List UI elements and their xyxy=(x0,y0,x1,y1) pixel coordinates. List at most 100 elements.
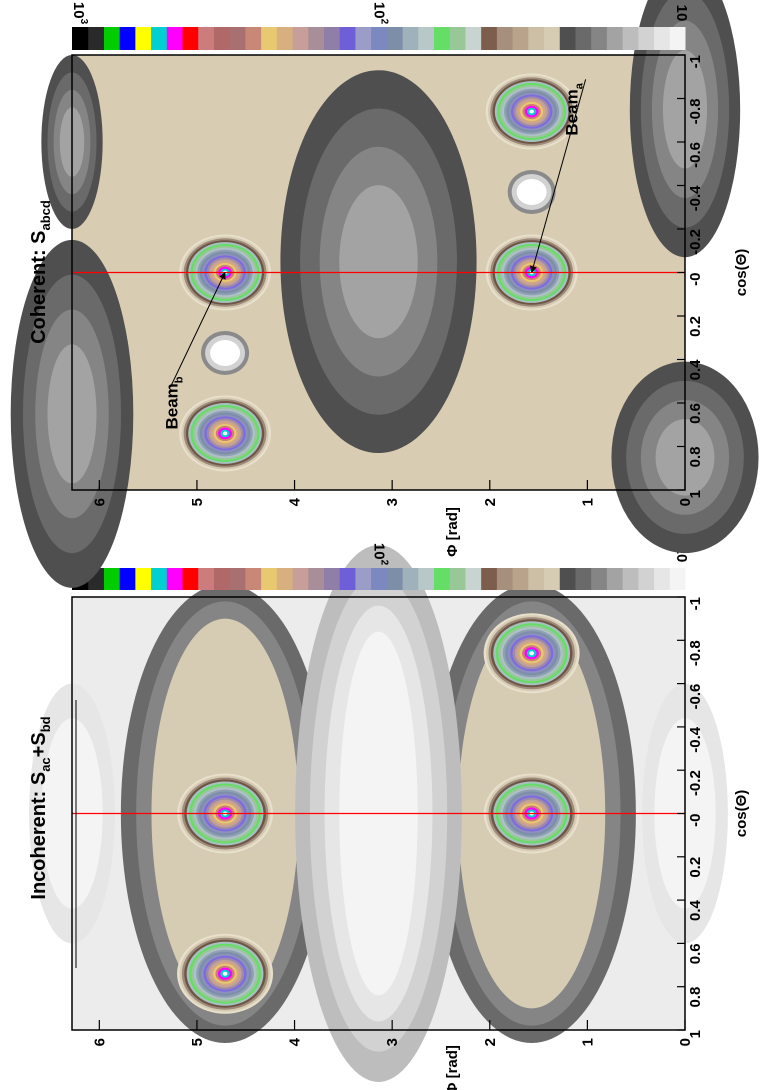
x-axis-label-group: cos(Θ) xyxy=(733,249,750,297)
colorbar-segment xyxy=(386,27,403,50)
x-tick: 0.4 xyxy=(687,359,704,381)
colorbar-tick: 10 xyxy=(673,5,690,22)
y-tick-label: 0 xyxy=(677,1038,694,1046)
colorbar-segment xyxy=(559,568,576,590)
colorbar-segment xyxy=(229,568,246,590)
colorbar-segment xyxy=(354,27,372,50)
colorbar-segment xyxy=(527,27,545,50)
y-tick: 5 xyxy=(189,1038,206,1046)
annotation-arrow xyxy=(529,79,587,274)
colorbar-segment xyxy=(417,568,435,590)
colorbar-segment xyxy=(134,27,152,50)
y-tick-label: 5 xyxy=(189,1038,206,1046)
y-tick: 2 xyxy=(482,498,499,506)
colorbar-segment xyxy=(339,568,356,590)
y-tick-label: 1 xyxy=(579,1038,596,1046)
colorbar-tick: 102 xyxy=(371,2,390,25)
colorbar-ticks: 10 102 103 xyxy=(70,2,690,25)
x-tick-label: -0.2 xyxy=(687,229,704,255)
colorbar-segment xyxy=(292,27,309,50)
colorbar-segment xyxy=(307,568,324,590)
colorbar-tick-label: 103 xyxy=(70,2,89,25)
colorbar-segment xyxy=(150,568,167,590)
x-tick: -0.8 xyxy=(687,99,704,125)
y-tick-label: 4 xyxy=(287,1037,304,1046)
colorbar-segment xyxy=(244,27,262,50)
minimum-blob xyxy=(516,179,547,206)
colorbar-tick-label: 10 xyxy=(673,5,690,22)
colorbar-segment xyxy=(260,27,277,50)
title-subscript-2: bd xyxy=(38,716,53,732)
x-tick: 0.2 xyxy=(687,316,704,337)
annotation-label: Beama xyxy=(563,82,586,135)
colorbar-segment xyxy=(354,568,372,590)
colorbar-segment xyxy=(323,568,340,590)
colorbar-segment xyxy=(433,568,450,590)
annotation-text: Beamb xyxy=(162,376,185,429)
x-tick-label: 0.6 xyxy=(687,403,704,424)
coherent-panel: -1-0.8-0.6-0.4-0.2-00.20.40.60.81 012345… xyxy=(10,0,759,588)
x-tick-label: -0.4 xyxy=(687,185,704,212)
annotation-arrow xyxy=(170,271,226,386)
x-tick-label: -0.6 xyxy=(687,684,704,710)
colorbar-segment xyxy=(103,27,120,50)
y-tick: 4 xyxy=(287,1037,304,1046)
x-tick: -0.2 xyxy=(687,229,704,255)
colorbar-segment xyxy=(260,568,277,590)
colorbar-segment xyxy=(213,27,230,50)
x-tick: -0.8 xyxy=(687,640,704,666)
x-tick: -0 xyxy=(687,814,704,827)
y-tick-label: 6 xyxy=(91,1038,108,1046)
y-axis-ticks: 0 1 2 3 4 5 6 xyxy=(91,480,694,506)
colorbar-segment xyxy=(464,568,482,590)
annotation-subscript: b xyxy=(173,376,185,383)
title-subscript-1: abcd xyxy=(38,200,53,230)
y-axis-label-group: Φ [rad] xyxy=(444,507,461,557)
x-tick-label: 0.4 xyxy=(687,359,704,381)
y-tick-label: 5 xyxy=(189,498,206,506)
colorbar xyxy=(72,27,686,50)
x-tick-label: 0.4 xyxy=(687,899,704,921)
colorbar-segment xyxy=(166,568,183,590)
colorbar-segment xyxy=(276,27,293,50)
colorbar-segment xyxy=(527,568,545,590)
x-tick-label: -0.8 xyxy=(687,99,704,125)
panel-title: Incoherent: Sac+Sbd xyxy=(28,716,53,899)
heatmap-contours xyxy=(10,0,759,588)
colorbar-tick-label: 102 xyxy=(371,2,390,25)
y-tick: 3 xyxy=(384,498,401,506)
y-tick: 3 xyxy=(384,1038,401,1046)
colorbar-segment xyxy=(150,27,167,50)
x-tick-label: -1 xyxy=(687,597,704,610)
colorbar-segment xyxy=(323,27,340,50)
panel-title-group: Coherent: Sabcd xyxy=(28,200,53,344)
x-tick: -0.2 xyxy=(687,770,704,796)
x-tick-label: -1 xyxy=(687,55,704,68)
x-tick: 0.8 xyxy=(687,987,704,1008)
colorbar-segment xyxy=(197,568,214,590)
colorbar-segment xyxy=(213,568,230,590)
x-tick-label: -0.8 xyxy=(687,640,704,666)
x-tick: -0 xyxy=(687,273,704,286)
x-tick: 0.6 xyxy=(687,403,704,424)
x-tick: 1 xyxy=(687,1030,704,1038)
colorbar-tick-exponent: 2 xyxy=(379,560,390,566)
colorbar-segment xyxy=(622,27,639,50)
annotation-label: Beamb xyxy=(162,376,185,429)
title-plus: +S xyxy=(28,732,50,757)
heatmap-contours xyxy=(29,545,728,1082)
colorbar-segment xyxy=(433,27,450,50)
colorbar-segment xyxy=(276,568,293,590)
y-axis-label-group: Φ [rad] xyxy=(444,1045,461,1090)
colorbar-segment xyxy=(512,27,529,50)
y-tick: 0 xyxy=(677,498,694,506)
colorbar-segment xyxy=(464,27,482,50)
colorbar-segment xyxy=(417,27,435,50)
colorbar-segment xyxy=(512,568,529,590)
x-tick: -0.6 xyxy=(687,142,704,168)
minimum-blob xyxy=(210,339,241,366)
colorbar-tick-exponent: 2 xyxy=(379,19,390,25)
x-tick-label: -0 xyxy=(687,273,704,286)
colorbar-segment xyxy=(496,27,513,50)
